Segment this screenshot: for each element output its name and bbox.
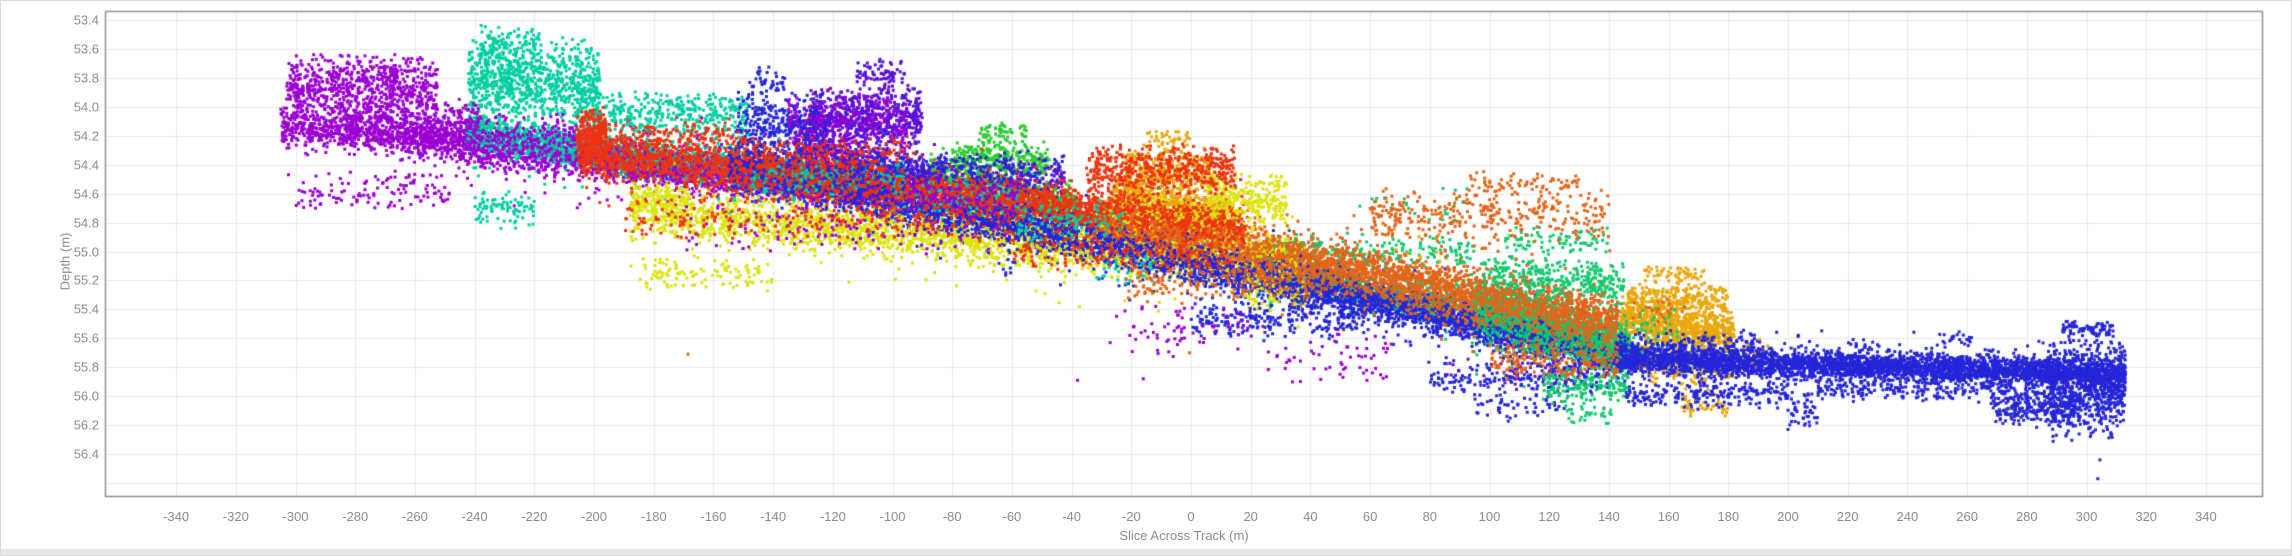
x-tick-label: -180 (640, 509, 667, 524)
x-tick-label: -40 (1062, 509, 1081, 524)
y-axis-title: Depth (m) (57, 232, 73, 291)
x-tick-label: -220 (521, 509, 548, 524)
x-tick-label: 260 (1956, 509, 1978, 524)
y-tick-label: 53.6 (73, 41, 99, 57)
y-tick-label: 53.4 (73, 12, 99, 28)
x-tick-label: 20 (1243, 509, 1258, 524)
y-tick-label: 53.8 (73, 70, 99, 86)
x-tick-label: 100 (1478, 509, 1501, 524)
y-tick-label: 55.6 (73, 330, 99, 346)
y-tick-label: 55.8 (73, 359, 99, 375)
x-tick-label: 340 (2195, 509, 2217, 524)
y-tick-label: 55.0 (73, 244, 99, 260)
x-tick-label: -200 (580, 509, 608, 524)
y-tick-label: 54.0 (73, 99, 99, 115)
x-tick-label: 180 (1717, 509, 1740, 524)
panel-bottom-edge (1, 549, 2291, 555)
x-axis-title: Slice Across Track (m) (1119, 528, 1249, 543)
x-tick-label: 200 (1777, 509, 1799, 524)
x-tick-label: 220 (1836, 509, 1859, 524)
x-tick-label: -300 (282, 509, 309, 524)
y-tick-label: 54.2 (73, 128, 99, 144)
x-tick-label: -160 (700, 509, 727, 524)
y-tick-label: 56.2 (73, 417, 99, 433)
x-tick-label: -100 (879, 509, 906, 524)
x-tick-label: 0 (1187, 509, 1195, 524)
y-tick-label: 54.6 (73, 186, 99, 202)
x-tick-label: -20 (1121, 509, 1141, 524)
x-tick-label: -320 (222, 509, 249, 524)
y-tick-label: 54.8 (73, 215, 99, 231)
y-tick-label: 55.2 (73, 272, 99, 288)
x-tick-label: 80 (1422, 509, 1438, 524)
x-tick-label: -120 (819, 509, 846, 524)
y-tick-label: 56.4 (73, 446, 99, 462)
y-tick-label: 55.4 (73, 301, 99, 317)
x-tick-label: -280 (342, 509, 369, 524)
x-tick-label: 280 (2015, 509, 2038, 524)
x-tick-label: -140 (760, 509, 787, 524)
x-tick-label: -340 (163, 509, 190, 524)
x-tick-label: 300 (2075, 509, 2098, 524)
y-tick-label: 56.0 (73, 388, 99, 404)
x-tick-label: 240 (1896, 509, 1919, 524)
x-tick-label: -60 (1002, 509, 1022, 524)
x-tick-label: -80 (942, 509, 962, 524)
x-tick-label: 140 (1598, 509, 1620, 524)
x-tick-label: -240 (461, 509, 488, 524)
x-tick-label: 120 (1538, 509, 1561, 524)
x-tick-label: 60 (1362, 509, 1378, 524)
x-tick-label: 160 (1657, 509, 1680, 524)
x-tick-label: 320 (2135, 509, 2158, 524)
x-tick-label: -260 (401, 509, 428, 524)
y-tick-label: 54.4 (73, 157, 99, 173)
x-tick-label: 40 (1303, 509, 1318, 524)
